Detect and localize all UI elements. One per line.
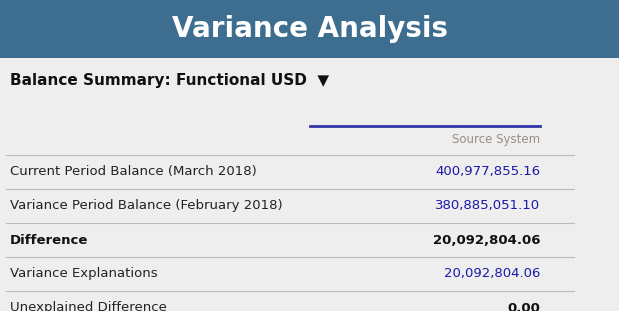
- Text: Difference: Difference: [10, 234, 89, 247]
- Text: Variance Period Balance (February 2018): Variance Period Balance (February 2018): [10, 199, 283, 212]
- Bar: [0, 0, 619, 58]
- Text: Current Period Balance (March 2018): Current Period Balance (March 2018): [10, 165, 257, 179]
- Text: Variance Explanations: Variance Explanations: [10, 267, 158, 281]
- Text: Source System: Source System: [452, 133, 540, 146]
- Text: 0.00: 0.00: [507, 301, 540, 311]
- Text: 380,885,051.10: 380,885,051.10: [435, 199, 540, 212]
- Text: 400,977,855.16: 400,977,855.16: [435, 165, 540, 179]
- Text: Variance Analysis: Variance Analysis: [171, 15, 448, 43]
- Text: 20,092,804.06: 20,092,804.06: [444, 267, 540, 281]
- Text: 20,092,804.06: 20,092,804.06: [433, 234, 540, 247]
- Text: Balance Summary: Functional USD  ▼: Balance Summary: Functional USD ▼: [10, 72, 329, 87]
- Text: Unexplained Difference: Unexplained Difference: [10, 301, 167, 311]
